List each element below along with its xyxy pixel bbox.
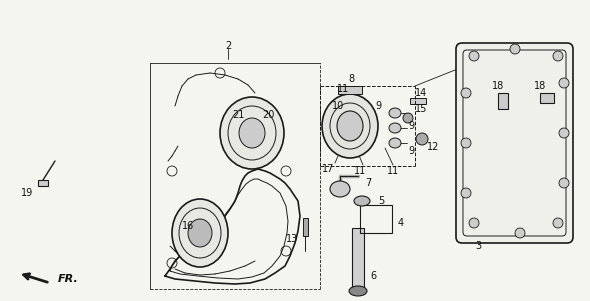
FancyBboxPatch shape (456, 43, 573, 243)
Text: 13: 13 (286, 234, 298, 244)
Ellipse shape (403, 113, 413, 123)
Ellipse shape (461, 138, 471, 148)
Ellipse shape (559, 178, 569, 188)
Ellipse shape (510, 44, 520, 54)
Ellipse shape (553, 218, 563, 228)
Text: 9: 9 (408, 121, 414, 131)
Bar (303, 218, 308, 236)
Text: 11: 11 (354, 166, 366, 176)
Text: 12: 12 (427, 142, 440, 152)
Ellipse shape (469, 51, 479, 61)
Bar (352, 228, 364, 293)
Ellipse shape (220, 97, 284, 169)
Ellipse shape (389, 138, 401, 148)
Bar (498, 93, 508, 109)
Text: 9: 9 (408, 146, 414, 156)
Ellipse shape (389, 123, 401, 133)
Ellipse shape (389, 108, 401, 118)
Text: 11: 11 (387, 166, 399, 176)
Text: 16: 16 (182, 221, 194, 231)
Text: 3: 3 (475, 241, 481, 251)
Text: 17: 17 (322, 164, 334, 174)
Text: 21: 21 (232, 110, 244, 120)
Text: 7: 7 (365, 178, 371, 188)
Ellipse shape (330, 181, 350, 197)
Text: 18: 18 (534, 81, 546, 91)
Text: 8: 8 (348, 74, 354, 84)
Text: 18: 18 (492, 81, 504, 91)
Text: 5: 5 (378, 196, 384, 206)
Text: 11: 11 (337, 84, 349, 94)
Text: 20: 20 (262, 110, 274, 120)
Ellipse shape (515, 228, 525, 238)
Ellipse shape (188, 219, 212, 247)
Ellipse shape (349, 286, 367, 296)
Ellipse shape (354, 196, 370, 206)
Bar (410, 98, 426, 104)
Bar (540, 93, 554, 103)
Ellipse shape (461, 88, 471, 98)
Text: FR.: FR. (58, 274, 78, 284)
Bar (38, 180, 48, 186)
Text: 9: 9 (375, 101, 381, 111)
Bar (360, 205, 392, 233)
Ellipse shape (553, 51, 563, 61)
Ellipse shape (559, 128, 569, 138)
Text: 10: 10 (332, 101, 344, 111)
Bar (338, 86, 362, 94)
Ellipse shape (239, 118, 265, 148)
Text: 15: 15 (415, 104, 427, 114)
Ellipse shape (337, 111, 363, 141)
Ellipse shape (322, 94, 378, 158)
Text: 6: 6 (370, 271, 376, 281)
Text: 14: 14 (415, 88, 427, 98)
Ellipse shape (559, 78, 569, 88)
Text: 2: 2 (225, 41, 231, 51)
Ellipse shape (469, 218, 479, 228)
Text: 4: 4 (398, 218, 404, 228)
Ellipse shape (172, 199, 228, 267)
Ellipse shape (461, 188, 471, 198)
Ellipse shape (416, 133, 428, 145)
Text: 19: 19 (21, 188, 33, 198)
